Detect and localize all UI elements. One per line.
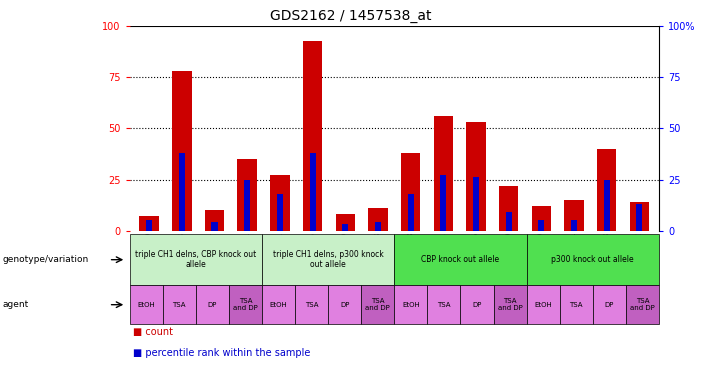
Bar <box>205 210 224 231</box>
Text: ■ count: ■ count <box>133 327 173 337</box>
Bar <box>277 194 283 231</box>
Text: ■ percentile rank within the sample: ■ percentile rank within the sample <box>133 348 311 357</box>
Bar <box>407 194 414 231</box>
Bar <box>375 222 381 231</box>
Text: EtOH: EtOH <box>402 302 420 307</box>
Bar <box>564 200 584 231</box>
Bar <box>571 220 577 231</box>
Bar <box>238 159 257 231</box>
Bar <box>146 220 152 231</box>
Bar <box>342 225 348 231</box>
Text: TSA: TSA <box>172 302 186 307</box>
Text: agent: agent <box>3 300 29 309</box>
Bar <box>336 214 355 231</box>
Bar <box>401 153 421 231</box>
Text: DP: DP <box>605 302 614 307</box>
Text: EtOH: EtOH <box>270 302 287 307</box>
Bar <box>531 206 551 231</box>
Text: genotype/variation: genotype/variation <box>3 255 89 264</box>
Bar <box>139 216 159 231</box>
Text: EtOH: EtOH <box>534 302 552 307</box>
Text: DP: DP <box>340 302 349 307</box>
Text: TSA
and DP: TSA and DP <box>498 298 522 311</box>
Bar <box>538 220 545 231</box>
Bar <box>303 40 322 231</box>
Text: TSA
and DP: TSA and DP <box>233 298 258 311</box>
Bar <box>179 153 185 231</box>
Text: TSA
and DP: TSA and DP <box>365 298 390 311</box>
Bar <box>499 186 519 231</box>
Text: TSA: TSA <box>305 302 318 307</box>
Text: CBP knock out allele: CBP knock out allele <box>421 255 500 264</box>
Bar <box>368 208 388 231</box>
Bar <box>270 176 290 231</box>
Text: DP: DP <box>207 302 217 307</box>
Bar <box>505 212 512 231</box>
Text: DP: DP <box>472 302 482 307</box>
Text: triple CH1 delns, p300 knock
out allele: triple CH1 delns, p300 knock out allele <box>273 250 383 269</box>
Text: EtOH: EtOH <box>137 302 155 307</box>
Text: p300 knock out allele: p300 knock out allele <box>552 255 634 264</box>
Text: TSA: TSA <box>437 302 451 307</box>
Bar <box>440 176 447 231</box>
Text: triple CH1 delns, CBP knock out
allele: triple CH1 delns, CBP knock out allele <box>135 250 257 269</box>
Bar <box>244 180 250 231</box>
Text: TSA: TSA <box>569 302 583 307</box>
Bar <box>637 204 643 231</box>
Bar <box>604 180 610 231</box>
Bar <box>433 116 453 231</box>
Bar <box>466 122 486 231</box>
Bar <box>172 71 192 231</box>
Bar <box>310 153 315 231</box>
Bar <box>629 202 649 231</box>
Bar <box>473 177 479 231</box>
Text: GDS2162 / 1457538_at: GDS2162 / 1457538_at <box>270 9 431 23</box>
Bar <box>597 149 616 231</box>
Bar <box>212 222 218 231</box>
Text: TSA
and DP: TSA and DP <box>630 298 655 311</box>
